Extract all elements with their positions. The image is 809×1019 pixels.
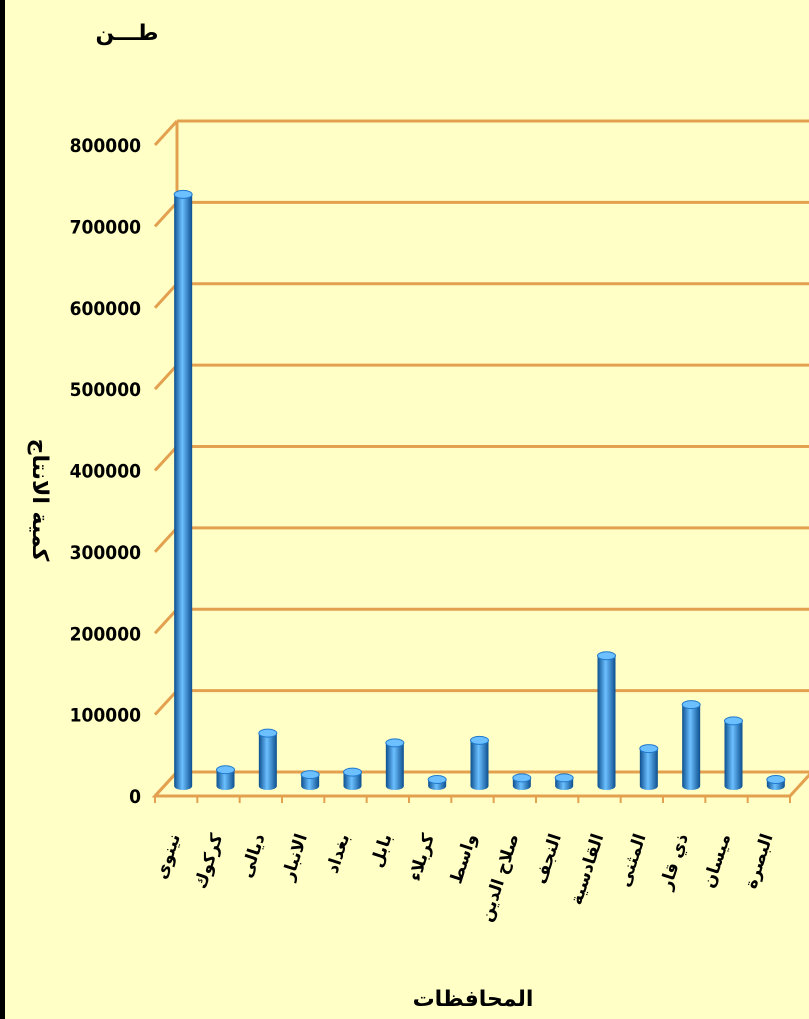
x-axis-title: المحافظات <box>413 987 534 1012</box>
bar <box>427 774 447 790</box>
bar <box>258 728 278 790</box>
gridline-side <box>153 282 179 309</box>
bar <box>173 189 193 790</box>
gridline-side <box>153 445 179 472</box>
bar-cap <box>343 767 362 777</box>
bar-cap <box>597 651 616 661</box>
bar <box>470 735 489 790</box>
bar-cap <box>258 728 278 738</box>
x-category-label: كركوك <box>191 831 228 891</box>
bar <box>343 767 362 790</box>
y-tick-labels: 0 100000 200000 300000 400000 500000 600000 700… <box>70 135 141 808</box>
y-tick-label: 0 <box>129 786 141 808</box>
gridline-side <box>153 608 179 635</box>
bar-chart: 0 100000 200000 300000 400000 500000 600000 700… <box>27 21 809 1012</box>
bar-body <box>216 769 235 790</box>
bar <box>597 651 616 790</box>
chart-frame: 0 100000 200000 300000 400000 500000 600000 700… <box>5 0 809 1019</box>
y-tick-label: 800000 <box>70 135 141 157</box>
bar-body <box>682 704 701 790</box>
bar-cap <box>173 189 193 199</box>
x-category-label: النجف <box>531 831 566 886</box>
bar-body <box>470 740 489 790</box>
y-tick-label: 100000 <box>70 705 141 727</box>
x-category-label: بغداد <box>323 831 354 876</box>
bar-body <box>174 194 193 790</box>
y-tick-label: 500000 <box>70 379 141 401</box>
bar-body <box>343 772 362 790</box>
bar-cap <box>681 700 701 710</box>
bar <box>639 744 659 790</box>
unit-label: طـــن <box>95 21 158 46</box>
gridline-side <box>153 526 179 553</box>
gridline-side <box>153 119 179 147</box>
x-category-label: ديالى <box>237 831 270 880</box>
y-tick-label: 700000 <box>70 216 141 238</box>
x-category-label: القادسية <box>567 831 609 907</box>
x-category-label: المثنى <box>615 831 651 889</box>
bar-cap <box>216 765 235 775</box>
bar-cap <box>470 735 489 745</box>
bar-cap <box>385 738 405 748</box>
bar <box>766 774 786 790</box>
gridline-side <box>153 364 179 391</box>
bar-cap <box>427 774 447 784</box>
y-tick-label: 400000 <box>70 461 141 483</box>
grid-layer <box>151 119 809 803</box>
bar-cap <box>766 774 786 784</box>
x-category-label: الانبار <box>278 831 312 884</box>
bar-cap <box>300 770 320 780</box>
bar-body <box>597 655 616 790</box>
x-category-label: البصرة <box>741 831 777 891</box>
x-category-label: ميسان <box>699 831 735 890</box>
bar-body <box>724 720 743 790</box>
x-category-label: بابل <box>367 831 397 870</box>
bar <box>554 773 574 790</box>
bar <box>681 700 701 790</box>
bar-body <box>385 742 404 790</box>
bar <box>385 738 405 790</box>
bar-body <box>258 733 277 790</box>
x-category-labels: نينوى كركوك ديالى الانبار بغداد بابل كربلاء واس… <box>152 831 778 924</box>
bar-body <box>639 748 658 790</box>
bar-cap <box>724 716 743 726</box>
x-category-label: كربلاء <box>405 831 439 883</box>
bar <box>216 765 235 790</box>
bar-cap <box>512 773 532 783</box>
gridline-side <box>153 689 179 716</box>
y-tick-label: 600000 <box>70 298 141 320</box>
x-category-label: ذي قار <box>656 831 693 893</box>
bar <box>512 773 532 790</box>
bar-cap <box>639 744 659 754</box>
bar <box>300 770 320 790</box>
bar-cap <box>554 773 574 783</box>
x-category-label: واسط <box>446 831 481 886</box>
gridline-side <box>153 201 179 228</box>
x-category-label: نينوى <box>152 831 185 881</box>
bar <box>724 716 743 790</box>
y-tick-label: 300000 <box>70 542 141 564</box>
x-category-label: صلاح الدين <box>476 831 523 924</box>
y-tick-label: 200000 <box>70 623 141 645</box>
y-axis-title: كمية الانتاج <box>27 439 52 562</box>
bar-layer <box>173 189 786 790</box>
